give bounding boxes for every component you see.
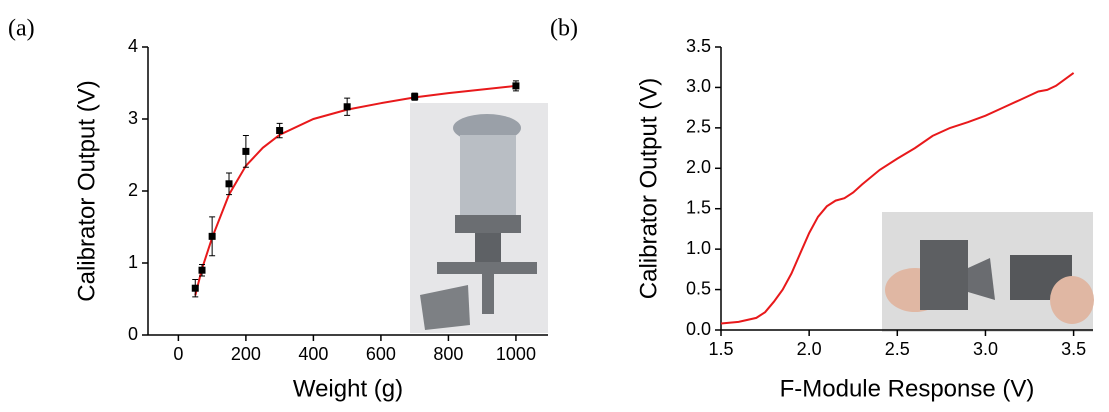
data-point	[512, 82, 519, 89]
y-axis-title: Calibrator Output (V)	[635, 78, 662, 299]
data-point	[344, 103, 351, 110]
y-tick-label: 1.5	[686, 197, 711, 217]
y-tick-label: 4	[128, 36, 138, 56]
x-tick-label: 1.5	[708, 339, 733, 359]
x-axis-title: F-Module Response (V)	[780, 375, 1035, 402]
y-tick-label: 2.0	[686, 157, 711, 177]
data-point	[199, 267, 206, 274]
y-tick-label: 3	[128, 108, 138, 128]
y-tick-label: 0	[128, 324, 138, 344]
data-point	[242, 148, 249, 155]
x-tick-label: 600	[366, 344, 396, 364]
x-tick-label: 0	[173, 344, 183, 364]
y-axis-title: Calibrator Output (V)	[73, 80, 100, 301]
data-point	[276, 127, 283, 134]
x-tick-label: 2.5	[885, 339, 910, 359]
data-point	[411, 93, 418, 100]
y-tick-label: 0.0	[686, 319, 711, 339]
inset-photo	[882, 212, 1094, 332]
x-tick-label: 3.5	[1061, 339, 1086, 359]
y-tick-label: 1	[128, 252, 138, 272]
y-tick-label: 3.5	[686, 36, 711, 56]
x-axis-title: Weight (g)	[293, 375, 403, 402]
data-point	[226, 180, 233, 187]
y-tick-label: 1.0	[686, 238, 711, 258]
x-tick-label: 800	[433, 344, 463, 364]
x-tick-label: 400	[298, 344, 328, 364]
data-point	[192, 285, 199, 292]
panel-label: (b)	[550, 16, 578, 42]
inset-photo	[410, 103, 548, 333]
y-tick-label: 0.5	[686, 278, 711, 298]
y-tick-label: 3.0	[686, 76, 711, 96]
data-point	[209, 233, 216, 240]
y-tick-label: 2.5	[686, 117, 711, 137]
x-tick-label: 1000	[496, 344, 536, 364]
x-tick-label: 3.0	[973, 339, 998, 359]
figure: (a) 0 200 400 600 800 1000 0 1 2 3 4 Weight (g) Calib…	[0, 0, 1109, 412]
x-tick-label: 2.0	[797, 339, 822, 359]
panel-label: (a)	[8, 16, 35, 42]
x-tick-label: 200	[231, 344, 261, 364]
y-tick-label: 2	[128, 180, 138, 200]
